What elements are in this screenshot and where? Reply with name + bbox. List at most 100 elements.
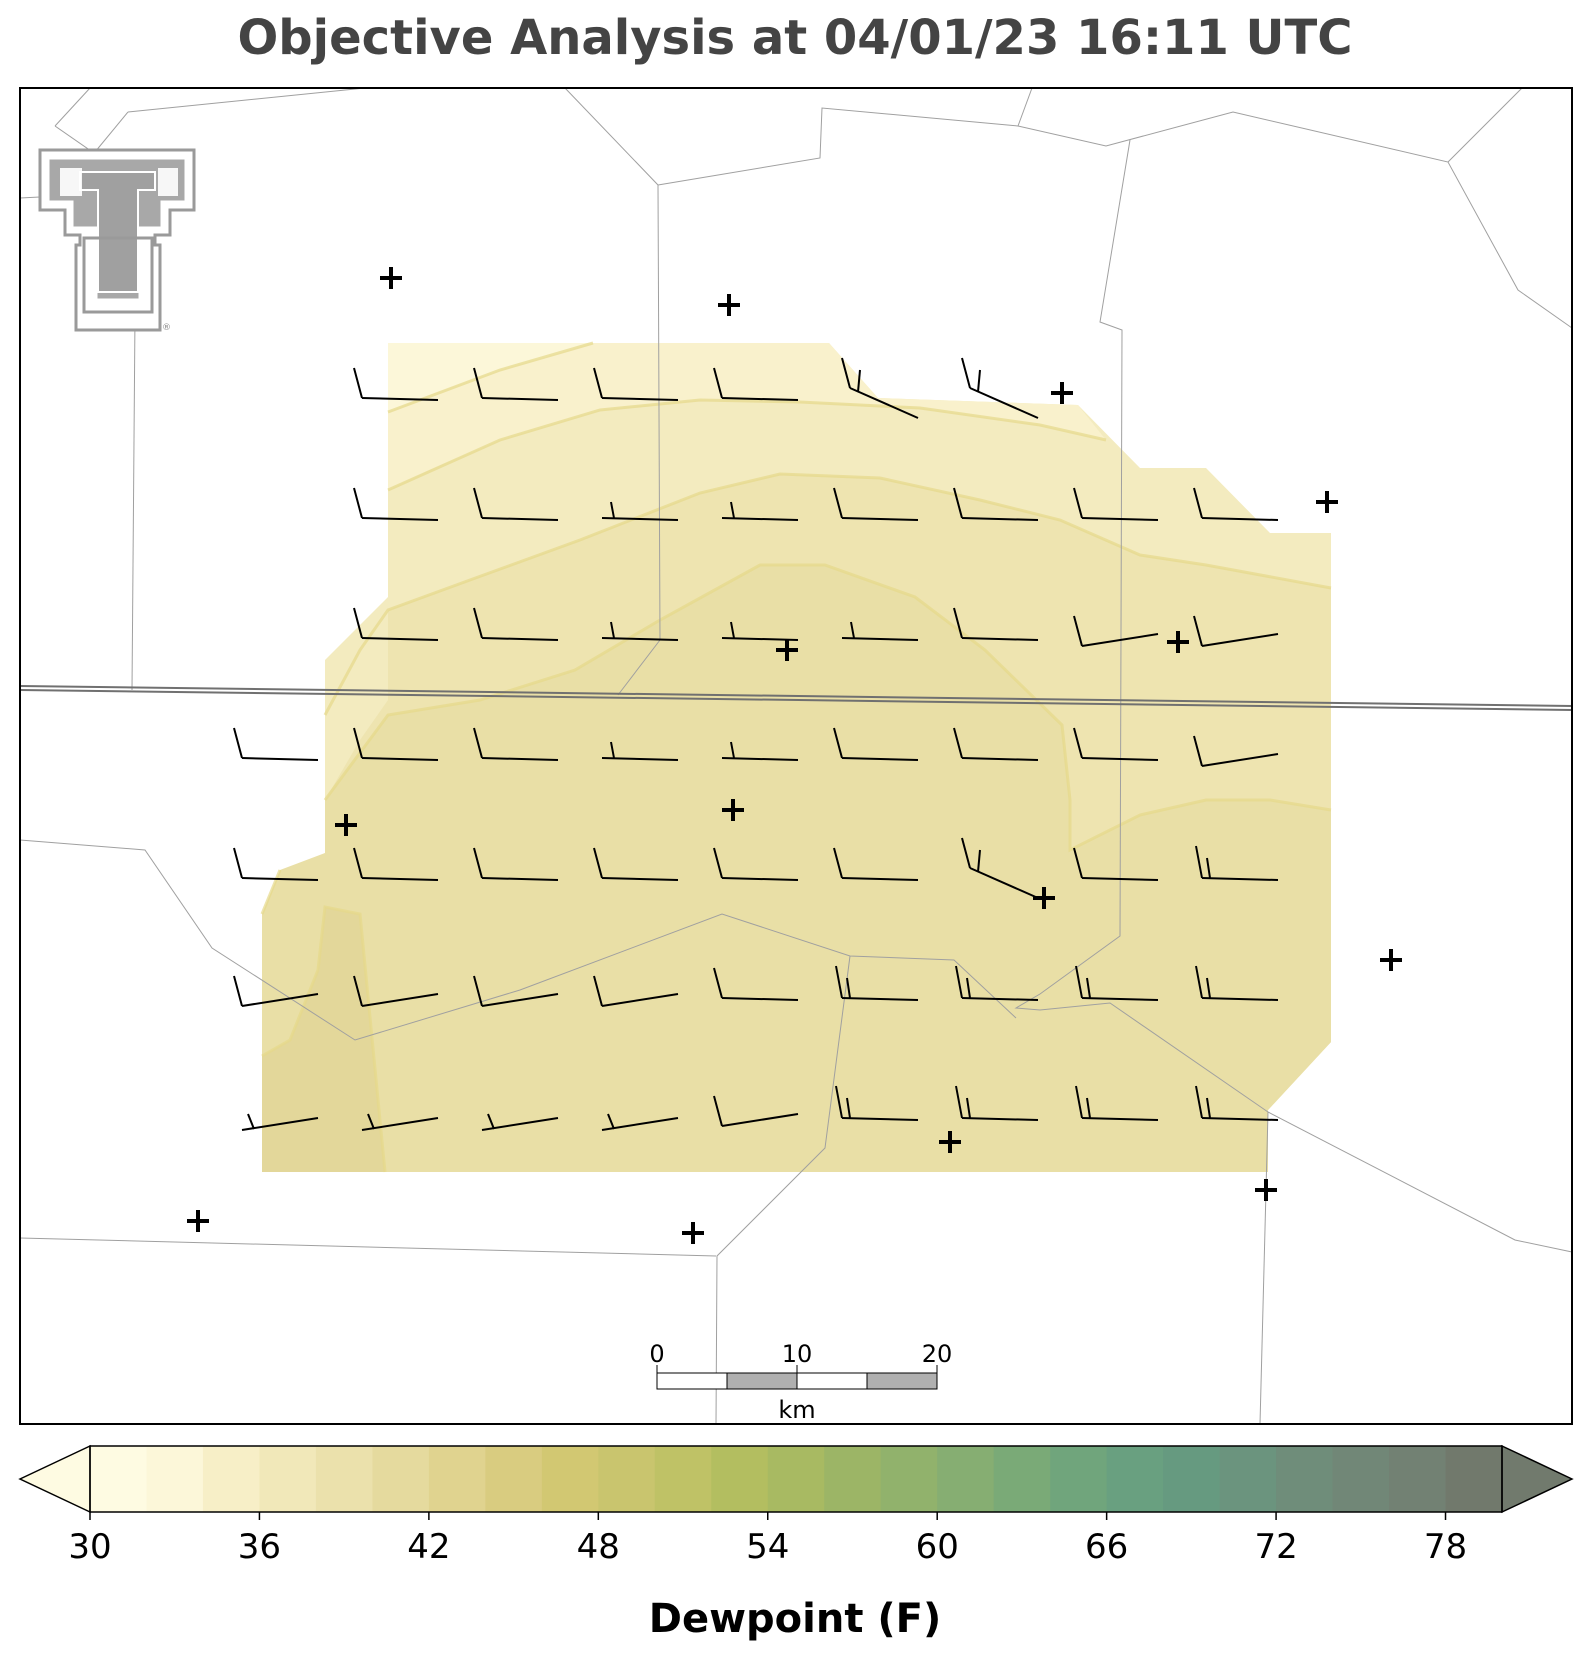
station-marker [939, 1131, 961, 1153]
svg-text:®: ® [162, 323, 171, 333]
station-marker [335, 814, 357, 836]
colorbar-segment [485, 1446, 543, 1512]
scale-unit: km [778, 1396, 815, 1424]
wind-barb [601, 741, 679, 761]
scale-label-0: 0 [649, 1340, 664, 1368]
wind-barb [955, 1085, 1039, 1121]
colorbar-tick-label: 48 [577, 1527, 620, 1567]
wind-barb [1073, 615, 1159, 647]
page-title: Objective Analysis at 04/01/23 16:11 UTC [237, 10, 1353, 66]
colorbar-tick-label: 66 [1085, 1527, 1128, 1567]
colorbar-segment [654, 1446, 712, 1512]
wind-barbs [233, 357, 1279, 1131]
wind-barb [353, 487, 439, 521]
wind-barb [601, 621, 679, 641]
wind-barb [721, 621, 799, 641]
contour-line [261, 905, 387, 1173]
colorbar-segment [428, 1446, 486, 1512]
colorbar-tick-label: 30 [68, 1527, 111, 1567]
wind-barb [473, 487, 559, 521]
colorbar-segment [598, 1446, 656, 1512]
wind-barb [835, 1085, 919, 1121]
wind-barb [353, 727, 439, 761]
county-borders [19, 87, 1573, 1425]
colorbar-segment [202, 1446, 261, 1512]
colorbar-segment [1219, 1446, 1277, 1512]
wind-barb [473, 975, 559, 1007]
station-marker [718, 294, 740, 316]
station-marker [187, 1210, 209, 1232]
colorbar-segment [1163, 1446, 1221, 1512]
station-marker [776, 639, 798, 661]
wind-barb [833, 487, 919, 521]
colorbar-segment [1332, 1446, 1390, 1512]
contour-line [260, 869, 282, 915]
logo-double-t: ® [38, 148, 196, 333]
wind-barb [961, 837, 1039, 899]
wind-barb [233, 847, 319, 881]
wind-barb [353, 607, 439, 641]
colorbar-segment [937, 1446, 995, 1512]
wind-barb [833, 847, 919, 881]
colorbar-segment [993, 1446, 1051, 1512]
colorbar-under-arrow [18, 1444, 91, 1514]
wind-barb [233, 975, 319, 1007]
colorbar-tick-label: 36 [238, 1527, 281, 1567]
colorbar-tick-label: 60 [916, 1527, 959, 1567]
map-frame [19, 87, 1573, 1425]
wind-barb [1075, 1085, 1159, 1121]
colorbar-segment [90, 1446, 148, 1512]
wind-barb [1073, 727, 1159, 761]
wind-barb [953, 727, 1039, 761]
wind-barb [953, 607, 1039, 641]
wind-barb [721, 741, 799, 761]
contour-line [387, 341, 594, 414]
colorbar-segment [767, 1446, 825, 1512]
wind-barb [353, 975, 439, 1007]
wind-barb [601, 501, 679, 521]
scale-label-10: 10 [782, 1340, 813, 1368]
wind-barb [473, 727, 559, 761]
wind-barb [961, 357, 1039, 419]
colorbar-segment [146, 1446, 204, 1512]
colorbar-ticks: 30 36 42 48 54 60 66 72 78 [68, 1512, 1467, 1567]
colorbar-segment [711, 1446, 769, 1512]
station-markers [187, 267, 1402, 1244]
wind-barb [1193, 735, 1279, 767]
wind-barb [593, 975, 679, 1007]
state-border [19, 685, 1573, 711]
wind-barb [473, 607, 559, 641]
wind-barb [1075, 965, 1159, 1001]
dewpoint-region-34 [388, 343, 1106, 490]
dewpoint-region-42 [262, 907, 385, 1172]
wind-barb [1073, 487, 1159, 521]
station-marker [722, 799, 744, 821]
colorbar-segment [372, 1446, 430, 1512]
wind-barb [713, 847, 799, 881]
station-marker [1316, 491, 1338, 513]
wind-barb [841, 621, 919, 641]
wind-barb [473, 847, 559, 881]
station-marker [1167, 631, 1189, 653]
colorbar-segment [880, 1446, 938, 1512]
colorbar-segment [1389, 1446, 1447, 1512]
station-marker [1051, 382, 1073, 404]
dewpoint-field [260, 341, 1332, 1173]
wind-barb [361, 1113, 439, 1131]
wind-barb [593, 367, 679, 401]
colorbar-label: Dewpoint (F) [648, 1596, 942, 1642]
wind-barb [1195, 1085, 1279, 1121]
colorbar-tick-label: 42 [407, 1527, 450, 1567]
colorbar-segment [541, 1446, 599, 1512]
station-marker [380, 267, 402, 289]
wind-barb [1195, 965, 1279, 1001]
wind-barb [481, 1113, 559, 1131]
wind-barb [593, 847, 679, 881]
colorbar-segment [1276, 1446, 1334, 1512]
wind-barb [713, 1095, 799, 1127]
dewpoint-region-top [388, 343, 593, 412]
wind-barb [721, 501, 799, 521]
wind-barb [841, 357, 919, 419]
colorbar-over-arrow [1501, 1444, 1574, 1514]
